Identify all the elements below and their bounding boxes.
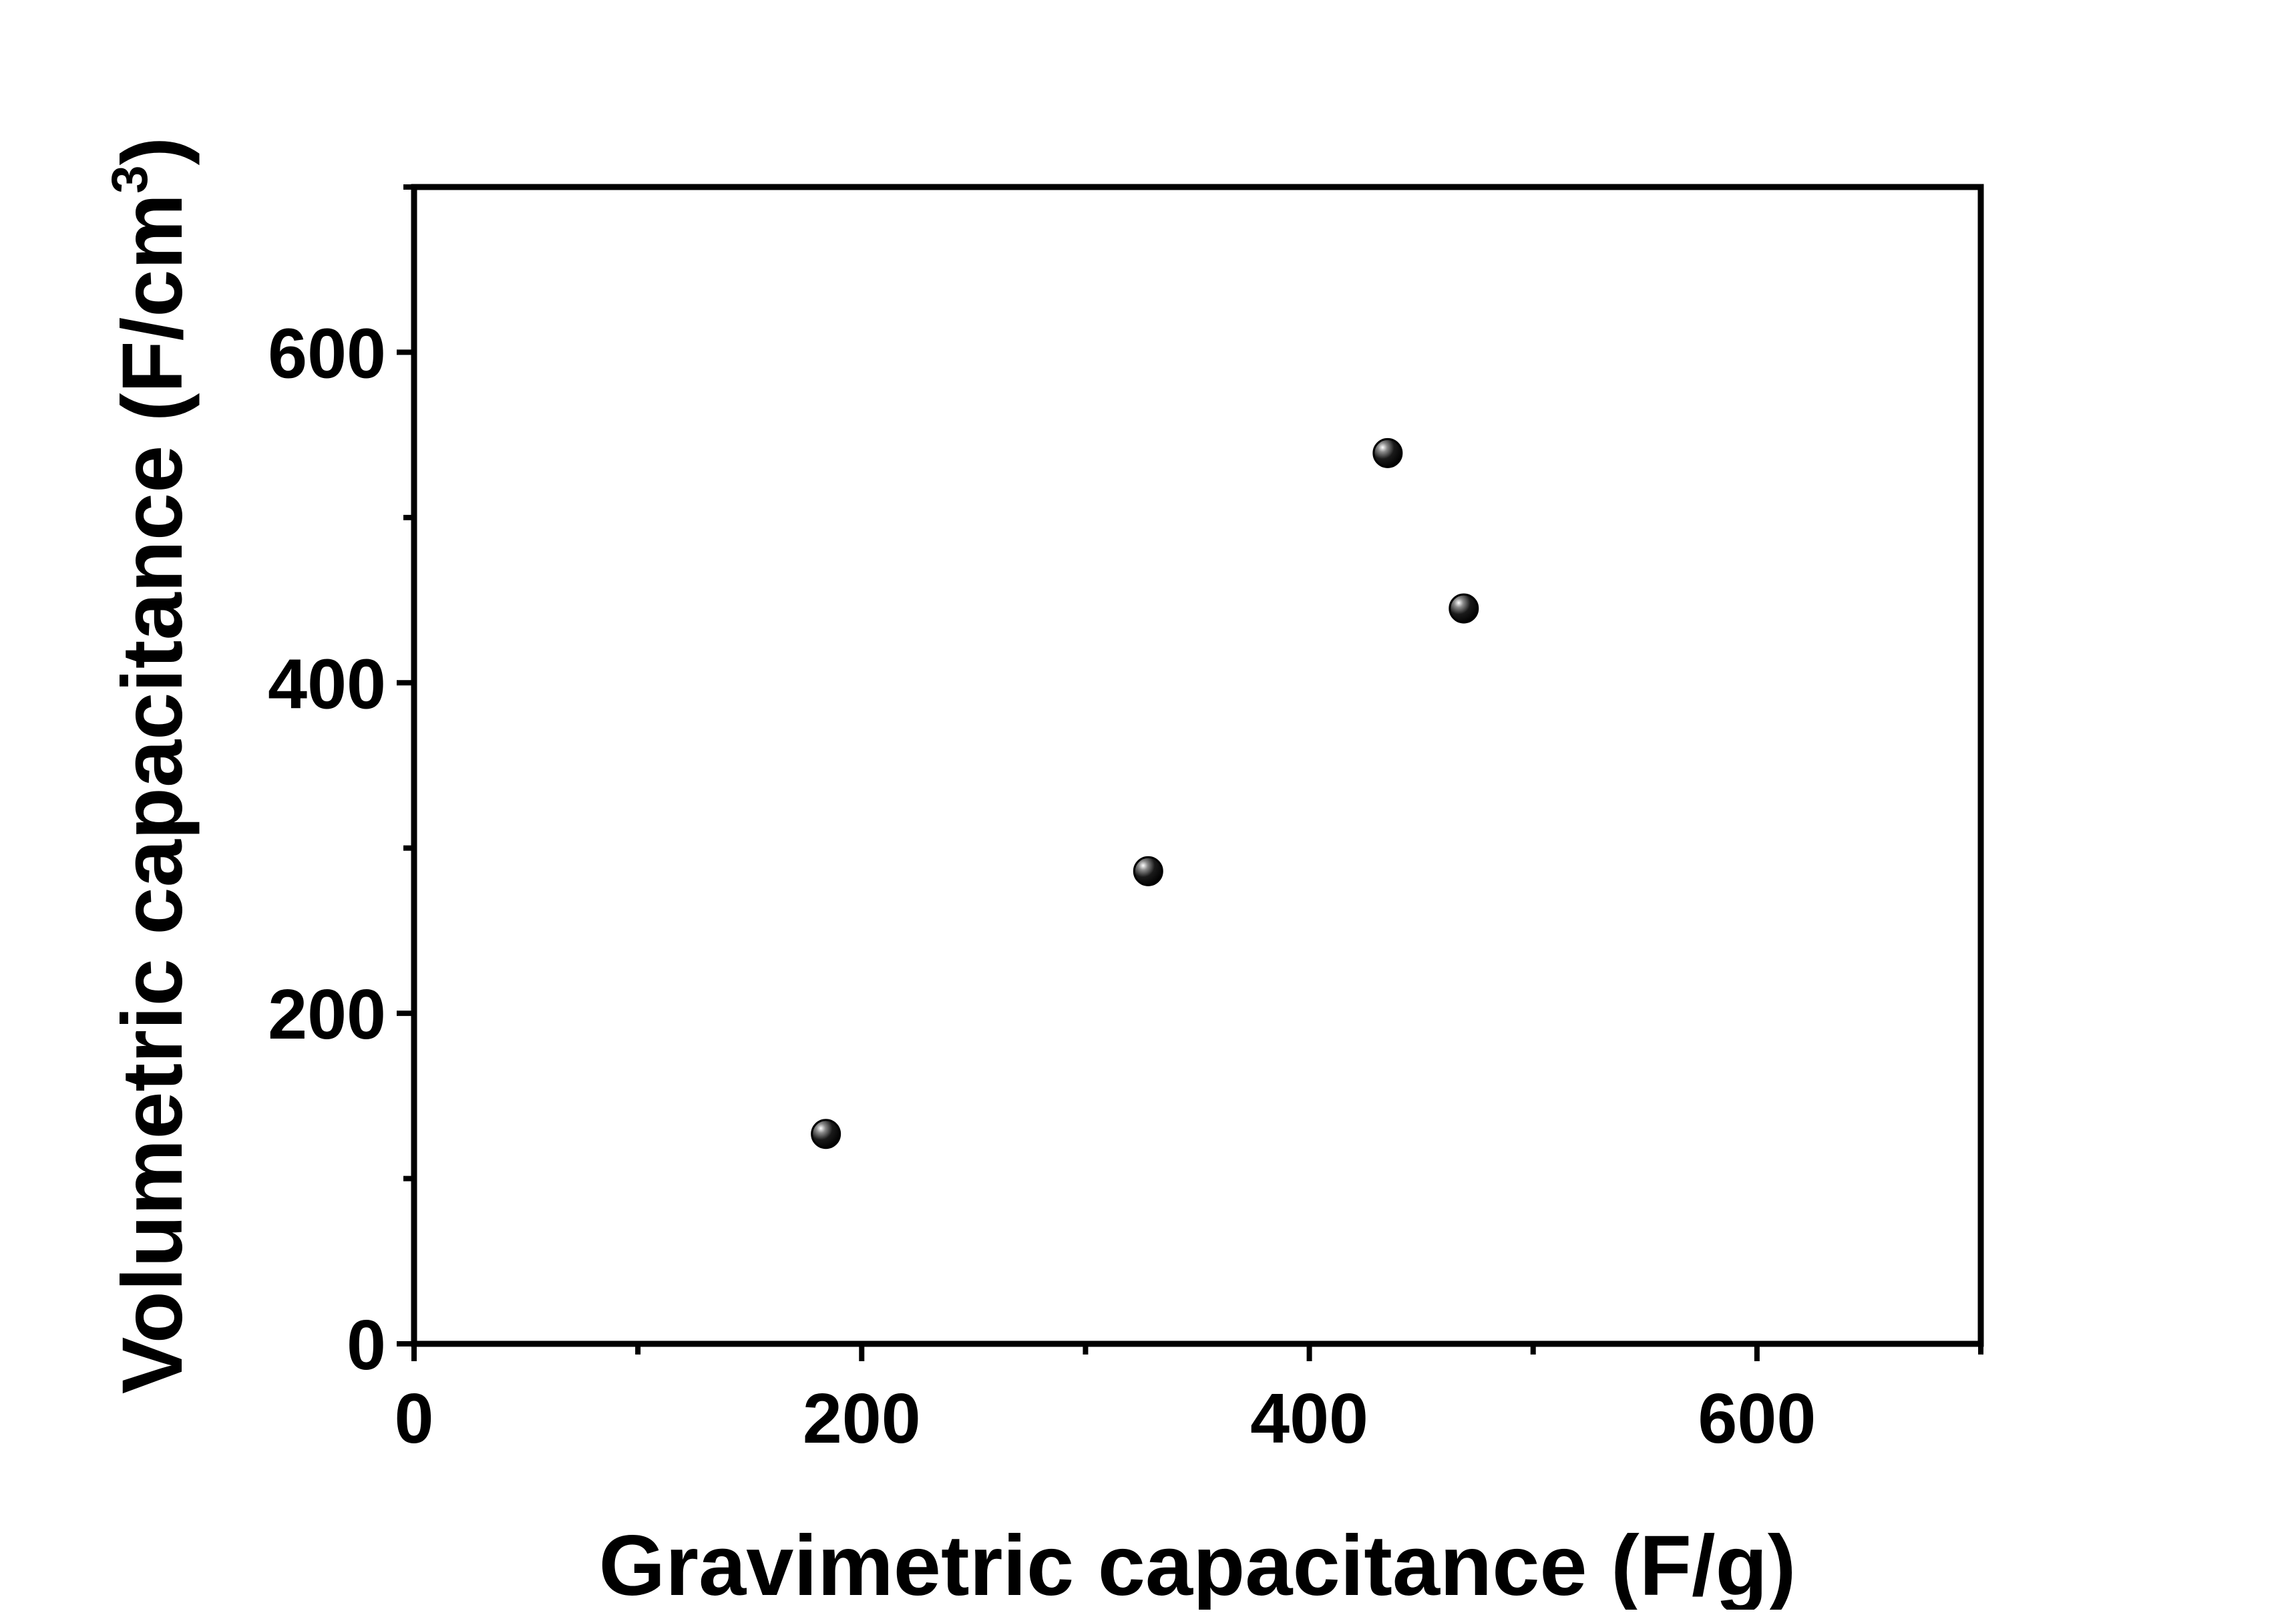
plot-frame bbox=[411, 184, 1984, 1347]
x-tick-label: 200 bbox=[803, 1379, 921, 1458]
y-tick-label: 0 bbox=[347, 1306, 386, 1385]
data-point bbox=[1372, 437, 1403, 468]
x-axis-title: Gravimetric capacitance (F/g) bbox=[599, 1518, 1796, 1610]
x-tick-label: 400 bbox=[1250, 1379, 1368, 1458]
y-tick-label: 600 bbox=[268, 314, 386, 393]
data-point bbox=[1449, 593, 1479, 624]
data-point bbox=[1133, 856, 1163, 886]
y-axis-title-superscript: 3 bbox=[102, 165, 158, 193]
data-point bbox=[811, 1119, 841, 1149]
y-axis-title-main: Volumetric capacitance (F/cm bbox=[105, 194, 200, 1394]
x-tick-label: 0 bbox=[395, 1379, 434, 1458]
y-tick-label: 400 bbox=[268, 645, 386, 723]
y-axis-ticks bbox=[397, 184, 414, 1347]
x-axis-tick-labels: 0 200 400 600 bbox=[395, 1379, 1816, 1458]
y-tick-label: 200 bbox=[268, 975, 386, 1054]
x-tick-label: 600 bbox=[1698, 1379, 1816, 1458]
data-points bbox=[811, 437, 1479, 1149]
x-axis-ticks bbox=[411, 1344, 1983, 1361]
y-axis-tick-labels: 0 200 400 600 bbox=[268, 314, 386, 1385]
y-axis-title-close: ) bbox=[105, 137, 200, 166]
y-axis-title: Volumetric capacitance (F/cm3) bbox=[102, 137, 200, 1394]
